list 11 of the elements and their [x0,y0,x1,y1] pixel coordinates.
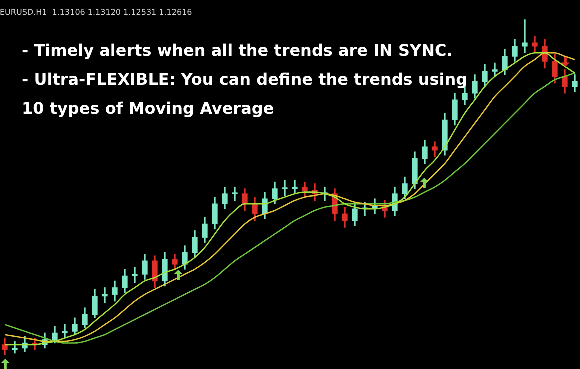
annotation: 10 types of Moving Average [22,99,274,118]
candlestick [132,267,138,284]
annotation: - Timely alerts when all the trends are IN SYNC. [22,41,453,60]
candlestick [62,324,68,339]
candlestick [282,180,288,196]
candlestick [102,288,108,304]
chart-title: EURUSD.H1 1.13106 1.13120 1.12531 1.12616 [0,8,192,17]
candlestick [432,142,438,158]
candlestick [232,186,238,202]
candlestick [522,20,528,54]
annotation: - Ultra-FLEXIBLE: You can define the trends using [22,70,468,90]
